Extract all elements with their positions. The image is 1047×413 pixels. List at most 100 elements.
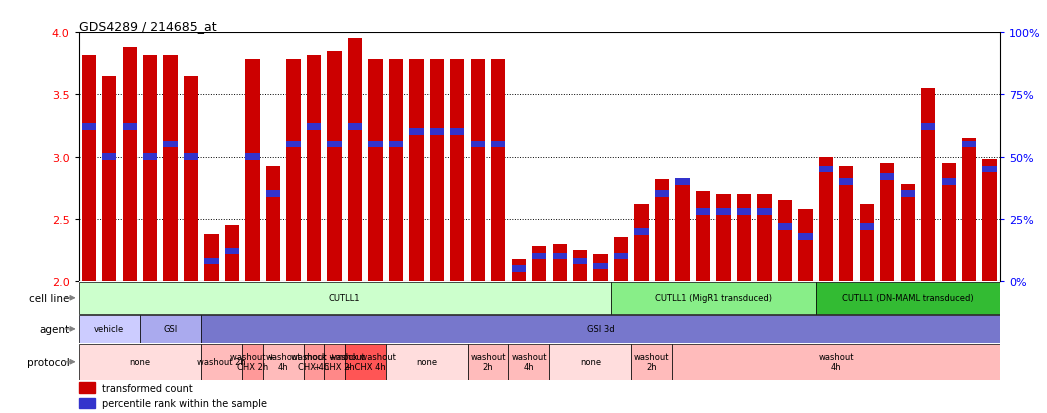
Bar [839,167,853,281]
Text: agent: agent [39,324,69,334]
Bar [737,195,751,281]
Bar [344,344,385,380]
Bar [409,60,424,281]
Bar [594,254,608,281]
Bar [388,60,403,281]
Bar [634,204,649,281]
Text: CUTLL1 (MigR1 transduced): CUTLL1 (MigR1 transduced) [654,294,772,303]
Bar [573,250,587,281]
Bar [102,76,116,281]
Bar [860,204,874,281]
Bar [716,208,731,215]
Bar [450,60,465,281]
Bar [286,60,300,281]
Bar [696,208,710,215]
Text: mock washout
+ CHX 2h: mock washout + CHX 2h [304,353,365,371]
Bar [184,76,198,281]
Bar [429,60,444,281]
Bar [532,247,547,281]
Text: none: none [416,357,438,366]
Bar [450,129,465,136]
Bar [512,259,526,281]
Bar [716,195,731,281]
Bar [757,208,772,215]
Bar [328,141,341,148]
Bar [921,89,935,281]
Bar [675,180,690,281]
Bar [962,138,977,281]
Bar [307,55,321,281]
Bar [225,225,240,281]
Bar [79,316,140,343]
Bar [941,178,956,185]
Bar [941,163,956,281]
Bar [553,244,566,281]
Bar [307,124,321,131]
Bar [286,141,300,148]
Bar [82,124,96,131]
Bar [982,159,997,281]
Bar [79,282,610,314]
Bar [204,234,219,281]
Bar [672,344,1000,380]
Text: washout +
CHX 4h: washout + CHX 4h [291,353,336,371]
Bar [79,398,95,408]
Bar [881,163,894,281]
Bar [778,223,793,230]
Bar [900,185,915,281]
Bar [631,344,672,380]
Bar [245,60,260,281]
Text: protocol: protocol [26,357,69,367]
Bar [532,253,547,260]
Text: washout 2h: washout 2h [198,357,246,366]
Bar [385,344,468,380]
Text: cell line: cell line [29,293,69,303]
Bar [798,209,812,281]
Bar [122,124,137,131]
Bar [881,173,894,180]
Bar [328,52,341,281]
Bar [757,195,772,281]
Text: CUTLL1: CUTLL1 [329,294,360,303]
Text: GDS4289 / 214685_at: GDS4289 / 214685_at [79,20,216,33]
Bar [369,60,382,281]
Text: washout
2h: washout 2h [470,353,506,371]
Bar [491,60,506,281]
Bar [512,266,526,272]
Bar [325,344,344,380]
Bar [468,344,509,380]
Bar [614,253,628,260]
Bar [201,316,1000,343]
Bar [163,141,178,148]
Bar [654,191,669,198]
Bar [816,282,1000,314]
Bar [550,344,631,380]
Bar [369,141,382,148]
Bar [553,253,566,260]
Bar [573,258,587,265]
Bar [122,48,137,281]
Bar [201,344,242,380]
Bar [245,154,260,161]
Bar [242,344,263,380]
Bar [388,141,403,148]
Text: GSI 3d: GSI 3d [586,325,615,334]
Bar [304,344,325,380]
Bar [900,191,915,198]
Text: washout
4h: washout 4h [511,353,547,371]
Bar [921,124,935,131]
Bar [82,55,96,281]
Bar [798,233,812,240]
Text: washout
4h: washout 4h [819,353,854,371]
Bar [163,55,178,281]
Bar [654,180,669,281]
Bar [860,223,874,230]
Bar [348,39,362,281]
Bar [143,55,157,281]
Text: GSI: GSI [163,325,178,334]
Bar [79,382,95,393]
Bar [470,141,485,148]
Bar [143,154,157,161]
Bar [225,248,240,255]
Text: washout
2h: washout 2h [634,353,670,371]
